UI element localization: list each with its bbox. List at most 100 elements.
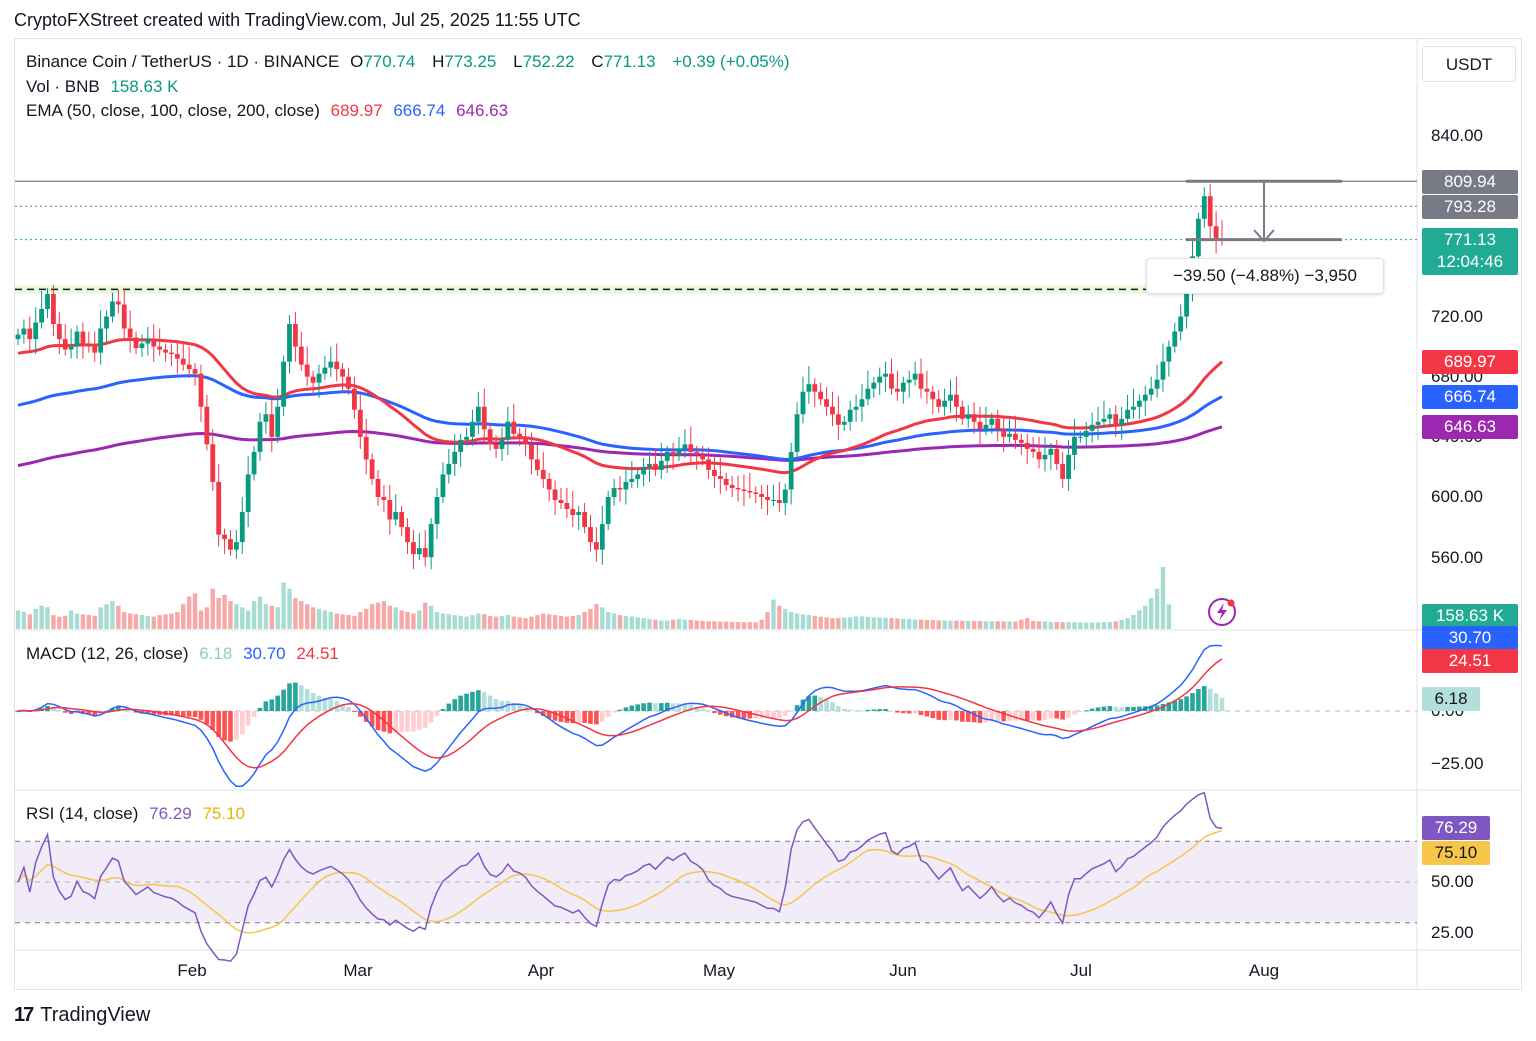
candle-body	[623, 481, 629, 490]
macd-hist-bar	[1148, 705, 1154, 711]
macd-hist-bar	[1054, 711, 1060, 719]
candle-body	[936, 399, 942, 407]
currency-button[interactable]: USDT	[1422, 46, 1516, 82]
candle-body	[900, 382, 906, 392]
change-value: +0.39 (+0.05%)	[672, 52, 790, 71]
macd-hist-bar	[1101, 706, 1107, 711]
macd-hist-bar	[688, 705, 694, 711]
volume-bar	[588, 608, 593, 629]
macd-line-value: 30.70	[243, 644, 286, 663]
candle-body	[1101, 418, 1107, 422]
candle-body	[275, 406, 281, 437]
ema100-line	[17, 374, 1223, 461]
macd-hist-bar	[375, 711, 381, 731]
candle-body	[830, 406, 835, 415]
volume-bar	[139, 615, 145, 629]
volume-bar	[700, 620, 705, 629]
candle-body	[115, 301, 121, 305]
macd-hist-bar	[570, 711, 576, 724]
candle-body	[889, 373, 894, 389]
volume-bar	[529, 616, 534, 629]
volume-bar	[1084, 622, 1089, 629]
volume-bar	[234, 604, 239, 629]
volume-bar	[906, 619, 912, 629]
volume-bar	[865, 616, 871, 629]
macd-hist-bar	[1113, 706, 1119, 711]
candle-body	[363, 436, 369, 460]
volume-bar	[1048, 621, 1054, 629]
macd-hist-bar	[777, 711, 782, 718]
volume-bar	[375, 602, 381, 629]
candle-body	[570, 509, 576, 516]
candle-body	[641, 466, 647, 475]
macd-hist-bar	[198, 711, 204, 720]
macd-hist-bar	[328, 699, 334, 711]
volume-bar	[800, 614, 806, 629]
macd-hist-bar	[422, 711, 428, 728]
macd-hist-bar	[239, 711, 245, 735]
volume-bar	[611, 613, 617, 629]
macd-hist-bar	[1154, 705, 1160, 711]
candle-body	[676, 448, 682, 455]
ema-legend[interactable]: EMA (50, close, 100, close, 200, close) …	[26, 101, 509, 120]
macd-hist-bar	[552, 711, 558, 721]
candle-body	[670, 451, 676, 455]
volume-bar	[812, 615, 817, 629]
rsi-legend[interactable]: RSI (14, close) 76.29 75.10	[26, 804, 245, 823]
volume-bar	[724, 621, 729, 629]
macd-hist-bar	[682, 703, 688, 711]
volume-bar	[487, 615, 493, 629]
candle-body	[233, 542, 239, 550]
candle-body	[954, 394, 959, 407]
rsi-value-tag: 76.29	[1422, 816, 1490, 840]
candle-body	[298, 346, 304, 365]
candle-body	[180, 358, 186, 365]
volume-bar	[251, 601, 257, 629]
volume-bar	[51, 615, 56, 629]
measure-tool-label[interactable]: −39.50 (−4.88%) −3,950	[1146, 258, 1384, 294]
volume-bar	[948, 620, 953, 629]
macd-hist-bar	[712, 711, 717, 713]
macd-hist-bar	[1107, 706, 1113, 711]
candle-body	[782, 489, 788, 504]
candle-body	[1030, 448, 1036, 452]
volume-legend[interactable]: Vol · BNB 158.63 K	[26, 77, 179, 96]
footer-brand[interactable]: TradingView	[40, 1004, 151, 1026]
volume-bar	[133, 614, 139, 629]
candle-body	[912, 373, 918, 380]
macd-hist-bar	[334, 701, 340, 711]
candle-body	[747, 490, 753, 493]
candle-body	[68, 346, 74, 350]
macd-hist-bar	[446, 703, 452, 711]
volume-bar	[765, 611, 770, 629]
candle-body	[145, 339, 151, 344]
volume-bar	[1143, 605, 1148, 629]
volume-bar	[269, 605, 274, 629]
candle-body	[80, 331, 86, 344]
rsi-value: 76.29	[149, 804, 192, 823]
volume-bar	[1060, 622, 1065, 629]
symbol-title[interactable]: Binance Coin / TetherUS · 1D · BINANCE	[26, 52, 340, 71]
candle-body	[21, 328, 27, 335]
volume-bar	[281, 582, 286, 629]
candle-body	[62, 339, 68, 350]
candle-body	[1013, 433, 1018, 440]
candle-body	[918, 373, 924, 389]
volume-bar	[989, 621, 995, 629]
candle-body	[139, 343, 145, 349]
candle-body	[582, 512, 587, 528]
candle-body	[812, 384, 818, 392]
price-tick-720: 720.00	[1431, 307, 1483, 326]
macd-hist-bar	[859, 710, 865, 712]
candle-body	[759, 493, 765, 497]
candle-body	[110, 301, 115, 317]
macd-legend[interactable]: MACD (12, 26, close) 6.18 30.70 24.51	[26, 644, 339, 663]
volume-bar	[175, 611, 180, 629]
volume-bar	[889, 618, 894, 629]
volume-bar	[482, 614, 487, 629]
candle-body	[706, 459, 711, 470]
macd-hist-bar	[175, 711, 180, 716]
macd-hist-bar	[1201, 686, 1207, 711]
macd-hist-bar	[629, 705, 635, 711]
